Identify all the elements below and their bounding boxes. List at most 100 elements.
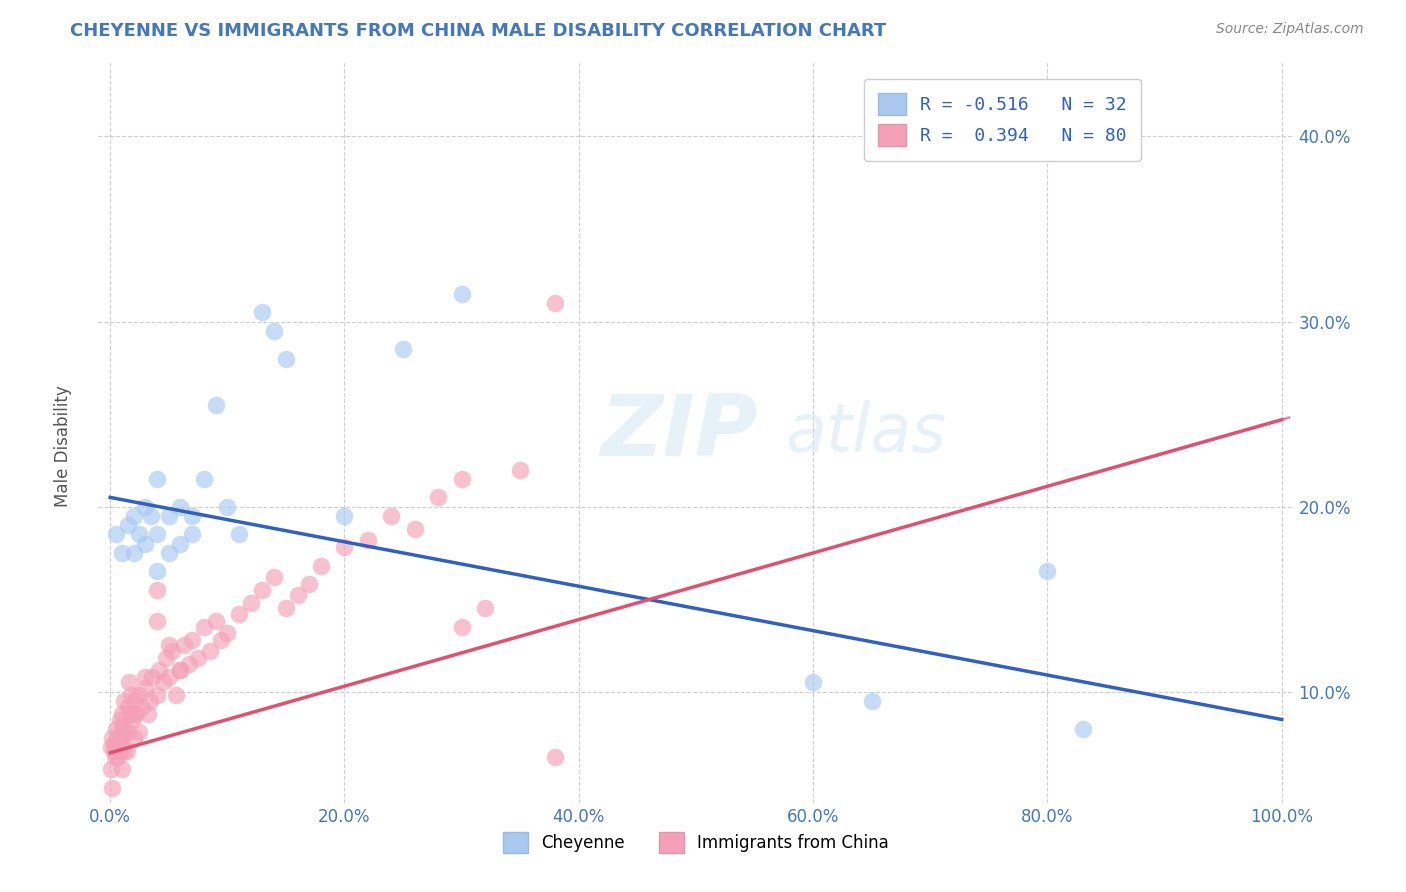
Text: ZIP: ZIP (600, 391, 758, 475)
Point (427, 491, 450, 505)
Point (152, 675, 174, 690)
Point (122, 706, 145, 721)
Point (118, 675, 141, 690)
Point (111, 546, 134, 560)
Point (136, 706, 159, 721)
Point (112, 694, 135, 708)
Point (111, 763, 134, 777)
Point (217, 500, 239, 514)
Point (169, 500, 191, 514)
Point (122, 546, 145, 560)
Point (111, 706, 134, 721)
Point (198, 644, 221, 658)
Point (544, 296, 567, 310)
Point (239, 596, 262, 610)
Point (105, 527, 128, 541)
Point (101, 780, 124, 795)
Point (146, 582, 169, 597)
Point (107, 749, 129, 764)
Point (134, 681, 156, 695)
Point (115, 744, 138, 758)
Point (105, 731, 128, 745)
Point (105, 722, 128, 736)
Point (801, 675, 824, 690)
Point (101, 731, 124, 745)
Legend: Cheyenne, Immigrants from China: Cheyenne, Immigrants from China (495, 824, 897, 861)
Point (333, 508, 356, 523)
Point (128, 725, 150, 739)
Point (110, 725, 132, 739)
Text: Male Disability: Male Disability (55, 385, 72, 507)
Point (544, 749, 567, 764)
Point (181, 508, 204, 523)
Point (141, 508, 163, 523)
Point (108, 713, 131, 727)
Point (204, 398, 226, 412)
Point (148, 663, 170, 677)
Point (120, 689, 142, 703)
Point (157, 546, 180, 560)
Point (211, 632, 233, 647)
Point (103, 737, 125, 751)
Point (146, 689, 169, 703)
Point (287, 589, 309, 603)
Point (139, 694, 162, 708)
Point (204, 615, 226, 629)
Point (134, 670, 156, 684)
Point (100, 763, 122, 777)
Point (146, 527, 169, 541)
Point (134, 500, 156, 514)
Point (104, 749, 127, 764)
Point (187, 651, 209, 665)
Point (108, 744, 131, 758)
Point (162, 644, 183, 658)
Text: CHEYENNE VS IMMIGRANTS FROM CHINA MALE DISABILITY CORRELATION CHART: CHEYENNE VS IMMIGRANTS FROM CHINA MALE D… (70, 22, 887, 40)
Point (193, 620, 215, 634)
Point (111, 737, 134, 751)
Point (112, 744, 135, 758)
Point (228, 527, 250, 541)
Point (105, 737, 128, 751)
Point (124, 694, 146, 708)
Point (114, 725, 136, 739)
Point (173, 639, 195, 653)
Point (1071, 722, 1094, 736)
Text: Source: ZipAtlas.com: Source: ZipAtlas.com (1216, 22, 1364, 37)
Text: atlas: atlas (786, 400, 946, 466)
Point (131, 699, 153, 714)
Point (181, 632, 204, 647)
Point (121, 713, 143, 727)
Point (228, 607, 250, 621)
Point (380, 508, 402, 523)
Point (177, 657, 200, 671)
Point (117, 518, 139, 533)
Point (298, 577, 321, 591)
Point (120, 706, 141, 721)
Point (333, 541, 356, 555)
Point (157, 508, 180, 523)
Point (169, 663, 191, 677)
Point (1036, 565, 1059, 579)
Point (474, 601, 496, 615)
Point (450, 620, 472, 634)
Point (252, 582, 274, 597)
Point (169, 663, 191, 677)
Point (169, 536, 191, 550)
Point (157, 670, 180, 684)
Point (134, 536, 156, 550)
Point (274, 351, 297, 366)
Point (217, 625, 239, 640)
Point (141, 670, 163, 684)
Point (146, 565, 169, 579)
Point (157, 639, 180, 653)
Point (274, 601, 297, 615)
Point (146, 472, 169, 486)
Point (122, 508, 145, 523)
Point (860, 694, 883, 708)
Point (263, 570, 285, 584)
Point (392, 343, 415, 357)
Point (165, 689, 187, 703)
Point (128, 527, 150, 541)
Point (450, 286, 472, 301)
Point (117, 699, 139, 714)
